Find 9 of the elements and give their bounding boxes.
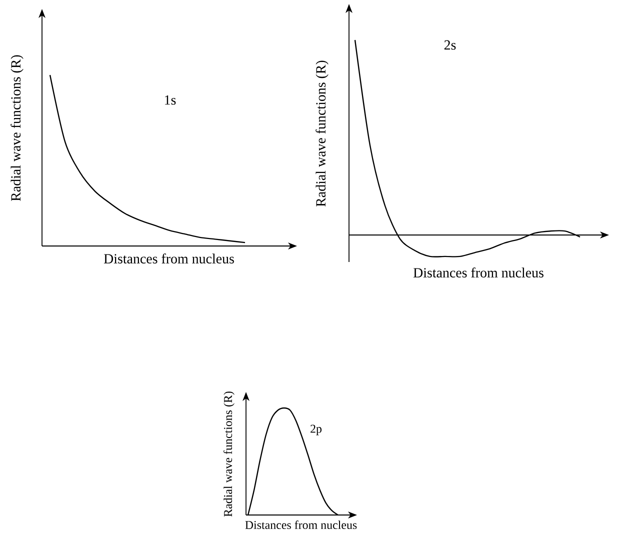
x-axis-title: Distances from nucleus xyxy=(413,268,544,278)
x-axis-title: Distances from nucleus xyxy=(245,520,357,530)
text: 1s xyxy=(165,95,176,105)
y-axis-title: Radial wave functions (R) xyxy=(224,392,234,517)
y-axis-title: Radial wave functions (R) xyxy=(10,55,24,201)
series-label: 2p xyxy=(310,424,322,436)
y-axis-title: Radial wave functions (R) xyxy=(316,60,328,206)
text: 2s xyxy=(444,40,456,50)
x-axis-title: Distances from nucleus xyxy=(104,254,234,264)
